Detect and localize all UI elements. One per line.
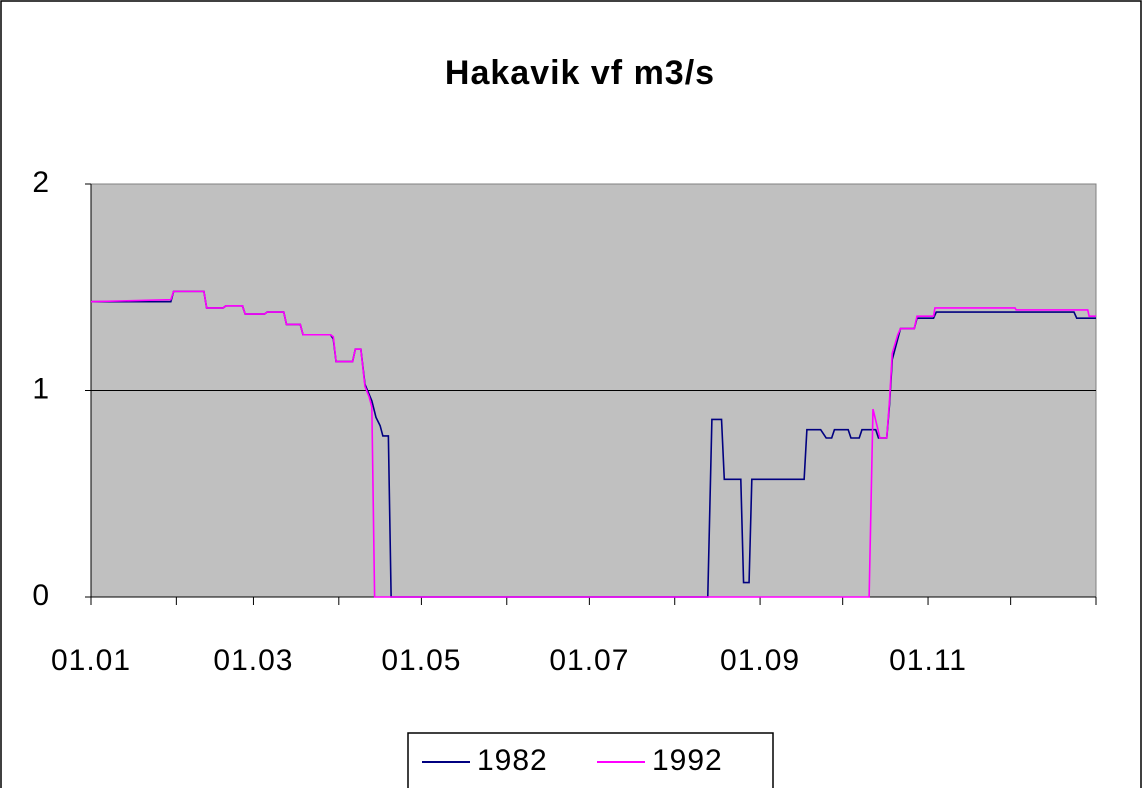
y-tick-label: 1 <box>32 372 50 405</box>
x-tick-label: 01.01 <box>51 644 131 677</box>
x-tick-label: 01.07 <box>549 644 629 677</box>
legend-label: 1982 <box>477 744 548 777</box>
legend-box <box>407 732 774 788</box>
legend-label: 1992 <box>652 744 723 777</box>
x-tick-label: 01.03 <box>213 644 293 677</box>
y-tick-label: 0 <box>32 579 50 612</box>
chart-title: Hakavik vf m3/s <box>445 54 715 92</box>
x-tick-label: 01.05 <box>381 644 461 677</box>
series-line <box>90 290 1096 598</box>
y-tick-label: 2 <box>32 166 50 199</box>
x-tick-label: 01.11 <box>889 644 967 677</box>
x-tick-label: 01.09 <box>720 644 800 677</box>
